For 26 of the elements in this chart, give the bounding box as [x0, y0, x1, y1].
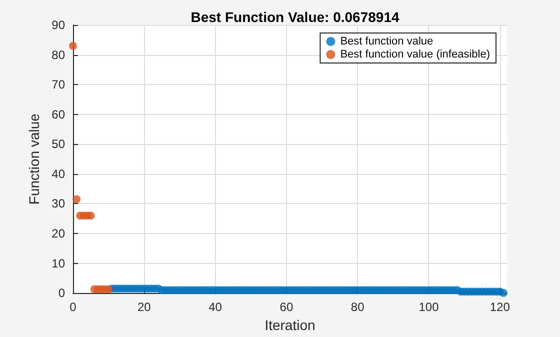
legend-label: Best function value (infeasible)	[340, 48, 490, 60]
x-tick-label: 120	[490, 300, 510, 314]
y-tick-label: 30	[52, 196, 66, 211]
x-tick-label: 40	[208, 300, 222, 314]
chart-title: Best Function Value: 0.0678914	[190, 9, 400, 25]
y-tick-label: 40	[52, 166, 66, 181]
point	[104, 285, 113, 294]
y-tick-label: 70	[52, 78, 66, 92]
y-tick-label: 10	[52, 256, 66, 270]
point	[86, 212, 95, 220]
y-tick-label: 20	[52, 226, 66, 241]
y-tick-label: 0	[58, 286, 66, 300]
x-tick-label: 0	[70, 300, 77, 314]
x-axis-title: Iteration	[264, 317, 316, 333]
x-tick-label: 80	[350, 300, 365, 314]
y-tick-label: 60	[52, 107, 66, 122]
y-tick-label: 80	[52, 48, 66, 62]
y-tick-label: 90	[52, 18, 66, 32]
point	[72, 195, 81, 204]
y-axis-title: Function value	[26, 113, 42, 205]
point	[69, 42, 77, 50]
x-tick-label: 60	[280, 300, 294, 314]
x-tick-label: 20	[137, 300, 152, 314]
y-tick-label: 50	[52, 137, 66, 152]
x-tick-label: 100	[418, 300, 440, 314]
legend-label: Best function value	[340, 36, 434, 48]
